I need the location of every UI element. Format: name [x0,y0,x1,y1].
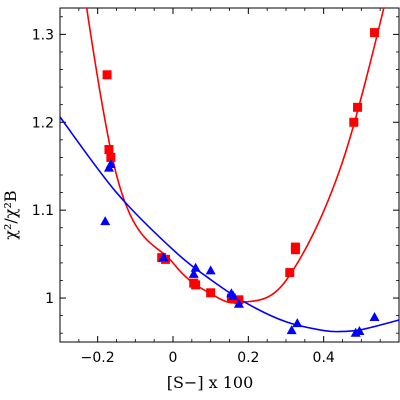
data-point-triangle [188,268,199,278]
fit-curve-series-1 [60,116,399,333]
data-point-triangle [105,159,116,169]
y-tick-label: 1 [45,291,54,307]
data-point-triangle [286,325,297,335]
x-tick-label: 0 [169,350,178,366]
data-point-triangle [190,262,201,272]
data-point-triangle [100,216,111,226]
data-point-square [191,280,201,290]
data-point-square [206,288,216,298]
data-point-square [104,145,114,155]
data-point-triangle [354,326,365,336]
data-point-triangle [205,265,216,275]
data-point-triangle [228,290,239,300]
data-point-square [102,70,112,80]
data-point-square [349,117,359,127]
y-tick-label: 1.3 [32,27,54,43]
plot-area [60,8,399,337]
data-point-square [106,152,116,162]
data-point-square [370,28,380,38]
data-point-triangle [158,252,169,262]
x-axis-label: [S−] x 100 [167,373,254,392]
data-point-square [285,268,295,278]
y-tick-label: 1.2 [32,115,54,131]
y-axis-label-text: χ²/χ²B [1,190,20,239]
y-tick-label: 1.1 [32,203,54,219]
data-point-triangle [233,298,244,308]
data-point-triangle [292,318,303,328]
data-point-square [290,242,300,252]
x-tick-label: 0.4 [313,350,335,366]
data-point-triangle [369,311,380,321]
fit-curve-series-0 [85,8,385,304]
x-tick-label: 0.2 [237,350,259,366]
data-point-square [353,102,363,112]
x-tick-label: −0.2 [81,350,115,366]
y-axis-label: χ²/χ²B [1,190,20,239]
